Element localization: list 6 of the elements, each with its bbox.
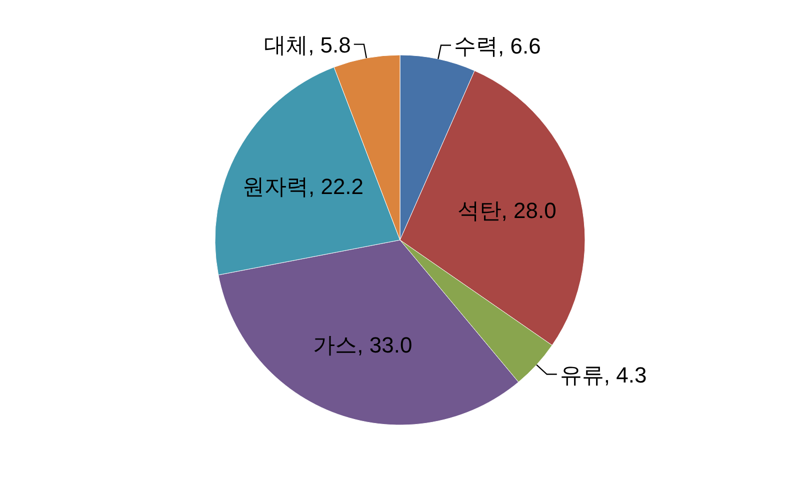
- slice-label: 대체, 5.8: [264, 32, 351, 58]
- slice-label: 석탄, 28.0: [457, 198, 556, 223]
- slice-label: 원자력, 22.2: [242, 174, 364, 200]
- slice-label: 수력, 6.6: [454, 33, 541, 58]
- slice-label: 가스, 33.0: [313, 332, 412, 358]
- slice-label: 유류, 4.3: [560, 362, 647, 388]
